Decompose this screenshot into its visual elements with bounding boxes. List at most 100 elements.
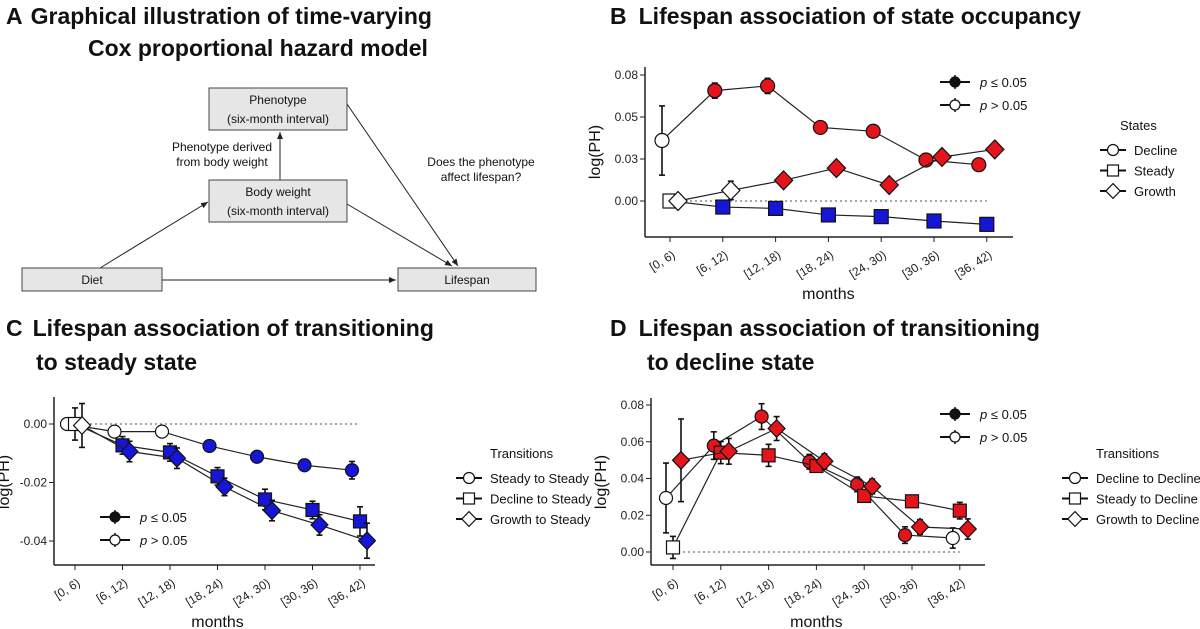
panel-b-title: B Lifespan association of state occupancy	[610, 3, 1081, 29]
data-point	[665, 540, 681, 555]
data-point	[719, 441, 739, 461]
panel-d-y-axis-label: log(PH)	[593, 455, 610, 509]
x-tick-label: [30, 36)	[878, 576, 920, 609]
body-weight-box: Body weight (six-month interval)	[208, 179, 348, 223]
legend-title: Transitions	[1096, 446, 1160, 461]
x-tick-label: [24, 30)	[231, 576, 273, 609]
legend-title: Transitions	[490, 446, 554, 461]
data-point	[812, 119, 829, 136]
legend-marker	[949, 431, 961, 443]
data-point	[72, 415, 92, 436]
legend-label: Growth to Decline	[1096, 512, 1199, 527]
data-point	[671, 450, 691, 470]
legend-label: p > 0.05	[979, 98, 1027, 113]
note-phenotype-derived-2: from body weight	[176, 155, 268, 169]
x-axis-label: months	[802, 286, 854, 303]
x-tick-label: [0, 6)	[647, 248, 678, 274]
x-tick-label: [36, 42)	[326, 576, 368, 609]
panel-d-title-line2: to decline state	[647, 349, 814, 375]
data-point	[257, 492, 273, 507]
legend-marker-circle	[1106, 143, 1120, 157]
panel-a-title: A Graphical illustration of time-varying	[6, 3, 432, 29]
x-axis-label: months	[790, 614, 842, 629]
data-point	[820, 207, 837, 223]
significance-legend: p ≤ 0.05 p > 0.05	[940, 75, 1027, 113]
y-tick-label: 0.03	[615, 152, 639, 166]
svg-text:(six-month interval): (six-month interval)	[227, 112, 329, 126]
legend-marker-square	[462, 492, 476, 505]
legend-label: p ≤ 0.05	[979, 407, 1027, 422]
x-tick-label: [30, 36)	[900, 248, 942, 281]
data-point	[767, 418, 786, 439]
y-tick-label: -0.02	[20, 476, 48, 490]
svg-text:Body weight: Body weight	[245, 185, 311, 199]
data-point	[352, 514, 368, 529]
data-point	[926, 213, 942, 229]
data-point	[310, 515, 329, 535]
data-point	[815, 451, 834, 471]
data-point	[910, 517, 930, 537]
data-point	[857, 488, 872, 504]
svg-text:Lifespan: Lifespan	[444, 273, 489, 287]
panel-c-title-line2: to steady state	[36, 349, 197, 375]
y-tick-label: 0.00	[24, 417, 48, 431]
x-tick-label: [12, 18)	[741, 248, 783, 281]
legend-marker	[949, 99, 961, 111]
series-line	[665, 415, 953, 539]
data-point	[357, 531, 377, 551]
x-tick-label: [12, 18)	[136, 576, 178, 609]
y-tick-label: 0.08	[615, 68, 639, 82]
phenotype-box: Phenotype (six-month interval)	[208, 87, 348, 131]
data-point	[761, 448, 776, 463]
data-point	[154, 424, 170, 439]
x-tick-label: [24, 30)	[847, 248, 889, 281]
y-tick-label: 0.06	[621, 435, 645, 449]
series-decline	[654, 77, 987, 176]
data-point	[958, 519, 978, 539]
series-line	[680, 427, 968, 530]
x-tick-label: [18, 24)	[794, 248, 836, 281]
legend-label: p > 0.05	[139, 533, 187, 548]
x-tick-label: [12, 18)	[734, 576, 776, 609]
chart-panel-b: 0.00 0.03 0.05 0.08 [0, 6) [6, 12) [12, 18) [18…	[615, 67, 1177, 303]
x-tick-label: [18, 24)	[183, 576, 225, 609]
data-point	[767, 200, 784, 216]
data-point	[167, 448, 187, 468]
legend-label: Growth to Steady	[490, 512, 591, 527]
data-point	[979, 216, 995, 232]
data-point	[754, 409, 769, 424]
y-tick-label: 0.02	[621, 508, 645, 522]
series-growth	[668, 139, 1005, 212]
data-point	[249, 449, 265, 464]
data-point	[759, 78, 776, 94]
arrow-diet-bodyweight	[99, 201, 209, 269]
x-tick-label: [0, 6)	[650, 576, 681, 602]
data-point	[897, 527, 913, 543]
data-point	[865, 123, 881, 139]
note-affect-lifespan: Does the phenotype	[427, 155, 535, 169]
panel-a-title-line2: Cox proportional hazard model	[88, 35, 428, 61]
series-legend: States Decline Steady Growth	[1100, 118, 1177, 200]
y-tick-label: 0.05	[615, 110, 639, 124]
legend-label: Growth	[1134, 184, 1176, 199]
legend-label: Steady	[1134, 164, 1175, 179]
data-point	[720, 180, 741, 201]
series-steady-to-steady	[59, 416, 360, 480]
data-point	[107, 424, 122, 439]
data-point	[826, 157, 847, 179]
legend-marker	[109, 511, 121, 523]
data-point	[971, 157, 987, 173]
x-tick-label: [6, 12)	[692, 576, 728, 606]
x-tick-label: [18, 24)	[782, 576, 824, 609]
data-point	[715, 199, 731, 215]
significance-legend: p ≤ 0.05 p > 0.05	[940, 407, 1027, 445]
y-tick-label: -0.04	[20, 534, 48, 548]
data-point	[202, 438, 217, 454]
note-affect-lifespan-2: affect lifespan?	[441, 170, 522, 184]
x-tick-label: [0, 6)	[52, 576, 83, 602]
legend-marker-diamond	[461, 510, 477, 528]
series-legend: Transitions Steady to Steady Decline to St…	[456, 446, 592, 528]
data-point	[879, 174, 900, 196]
data-point	[297, 458, 312, 473]
